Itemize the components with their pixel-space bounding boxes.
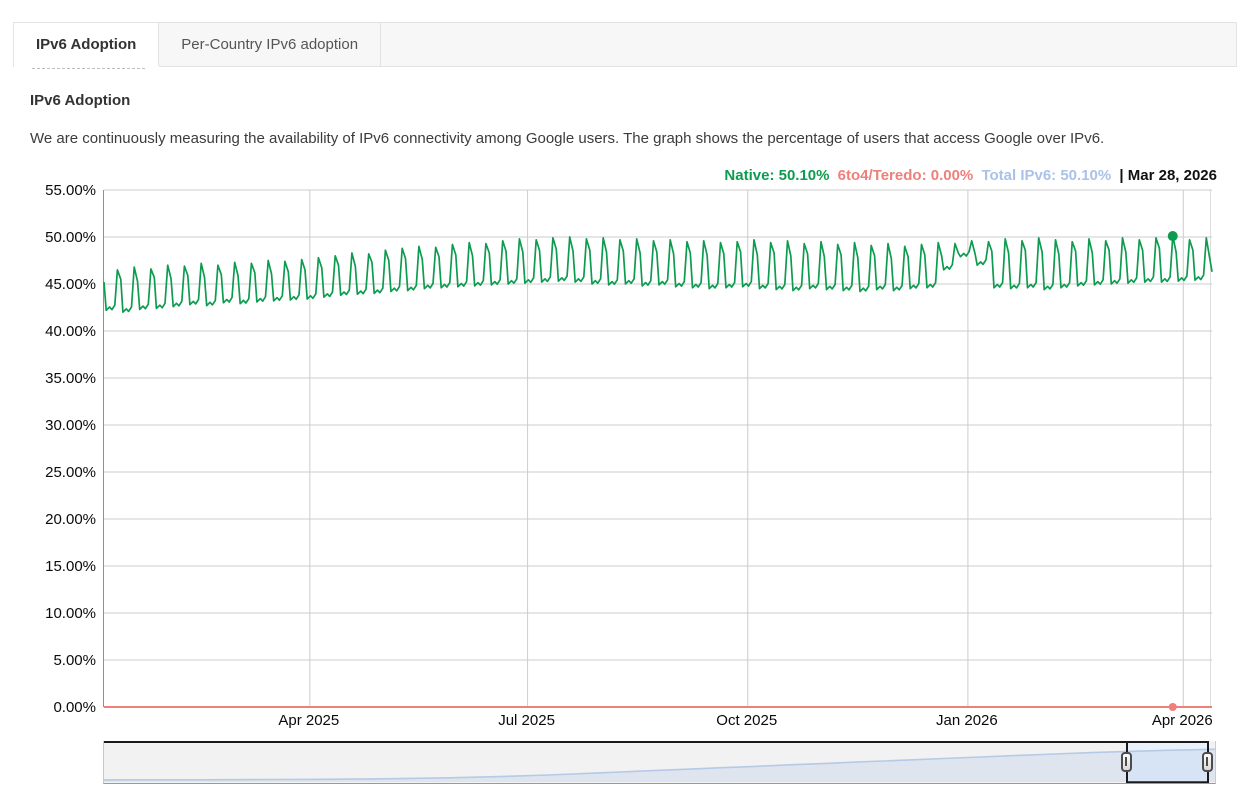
active-tab-dashed-underline	[32, 68, 145, 69]
y-axis-label: 50.00%	[45, 229, 96, 246]
legend-native: Native: 50.10%	[724, 167, 830, 184]
slider-right-grip-icon[interactable]	[1202, 752, 1214, 772]
y-axis-label: 10.00%	[45, 605, 96, 622]
x-axis-label: Apr 2025	[278, 712, 340, 729]
y-axis-label: 30.00%	[45, 417, 96, 434]
chart-legend: Native: 50.10% 6to4/Teredo: 0.00% Total …	[720, 167, 1217, 184]
chart-plot-area[interactable]	[103, 189, 1213, 711]
y-axis-label: 55.00%	[45, 182, 96, 199]
page-description: We are continuously measuring the availa…	[30, 130, 1105, 147]
legend-date: | Mar 28, 2026	[1119, 167, 1217, 184]
y-axis-label: 40.00%	[45, 323, 96, 340]
legend-total-ipv6: Total IPv6: 50.10%	[981, 167, 1112, 184]
range-slider[interactable]	[103, 741, 1216, 784]
slider-right-handle[interactable]	[1202, 741, 1214, 783]
y-axis-label: 5.00%	[53, 652, 96, 669]
overview-fill	[104, 749, 1215, 782]
slider-left-handle[interactable]	[1121, 741, 1133, 783]
tab-label: Per-Country IPv6 adoption	[181, 36, 359, 53]
x-axis-label: Jul 2025	[498, 712, 555, 729]
y-axis-label: 15.00%	[45, 558, 96, 575]
teredo-endpoint-dot	[1168, 703, 1177, 711]
y-axis-label: 0.00%	[53, 699, 96, 716]
native-line	[103, 235, 1213, 314]
overview-line	[104, 748, 1215, 781]
y-axis-label: 25.00%	[45, 464, 96, 481]
tab-ipv6-adoption[interactable]: IPv6 Adoption	[14, 23, 160, 69]
slider-selected-window[interactable]	[1127, 741, 1209, 783]
native-endpoint-dot	[1167, 231, 1178, 242]
tab-per-country-ipv6[interactable]: Per-Country IPv6 adoption	[159, 23, 382, 66]
y-axis-label: 35.00%	[45, 370, 96, 387]
slider-top-border	[104, 741, 1209, 743]
tab-label: IPv6 Adoption	[36, 36, 137, 53]
x-axis-label: Jan 2026	[936, 712, 998, 729]
legend-6to4-teredo: 6to4/Teredo: 0.00%	[837, 167, 974, 184]
slider-left-grip-icon[interactable]	[1121, 752, 1133, 772]
x-axis-label: Oct 2025	[716, 712, 778, 729]
page-title: IPv6 Adoption	[30, 92, 131, 109]
y-axis-label: 20.00%	[45, 511, 96, 528]
x-axis-label: Apr 2026	[1151, 712, 1213, 729]
y-axis-label: 45.00%	[45, 276, 96, 293]
slider-overview-chart	[104, 748, 1215, 782]
tab-bar: IPv6 Adoption Per-Country IPv6 adoption	[13, 22, 1237, 69]
